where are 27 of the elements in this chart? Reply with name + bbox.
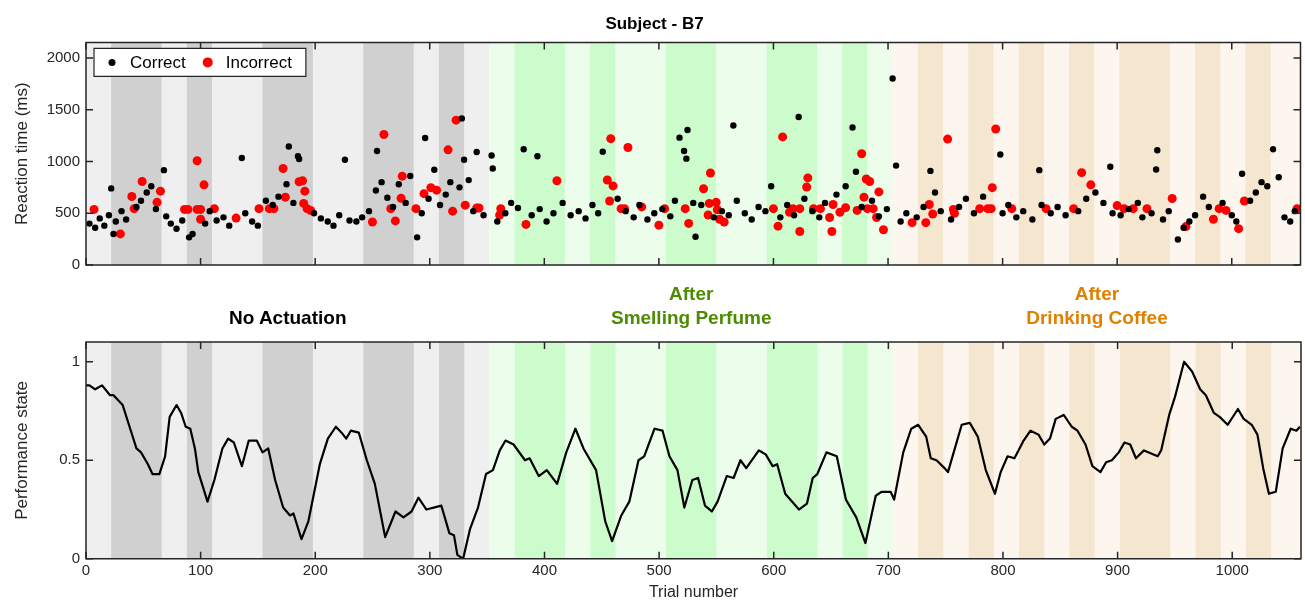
band-label: No Actuation (228, 306, 347, 328)
y-tick-label: 0.5 (59, 450, 80, 468)
x-tick-label: 100 (188, 560, 214, 578)
x-axis-title: Trial number (648, 582, 739, 600)
y-tick-label: 0 (71, 255, 80, 273)
y-tick-label: 2000 (46, 48, 80, 66)
x-tick-label: 800 (990, 560, 1016, 578)
x-tick-label: 500 (646, 560, 672, 578)
x-tick-label: 900 (1105, 560, 1131, 578)
x-tick-label: 1000 (1215, 560, 1249, 578)
x-tick-label: 400 (531, 560, 558, 578)
band-label: After Drinking Coffee (1026, 282, 1168, 328)
y-tick-label: 500 (54, 203, 80, 221)
band-label: After Smelling Perfume (610, 282, 772, 328)
y-axis-title: Reaction time (ms) (11, 82, 31, 226)
x-tick-label: 300 (417, 560, 443, 578)
x-tick-label: 200 (302, 560, 328, 578)
chart-title: Subject - B7 (605, 13, 704, 33)
y-axis-title: Performance state (11, 380, 31, 520)
y-tick-label: 1500 (46, 99, 80, 117)
y-tick-label: 0 (71, 548, 80, 566)
x-tick-label: 700 (875, 560, 901, 578)
legend-label: Correct (130, 53, 187, 73)
y-tick-label: 1000 (46, 151, 80, 169)
y-tick-label: 1 (71, 351, 80, 369)
x-tick-label: 600 (761, 560, 787, 578)
legend-label: Incorrect (225, 53, 293, 73)
